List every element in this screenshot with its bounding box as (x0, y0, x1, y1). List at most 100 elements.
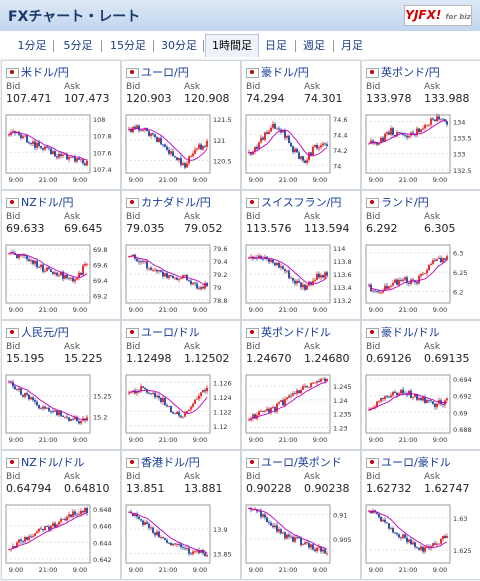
currency-card[interactable]: NZドル/ドル Bid 0.64794 Ask 0.64810 0.648 0.646 0.6… (1, 450, 121, 580)
currency-pair-link[interactable]: 英ポンド/円 (366, 64, 440, 80)
currency-card[interactable]: NZドル/円 Bid 69.633 Ask 69.645 69.8 69.6 69.4 69.2… (1, 190, 121, 320)
price-chart[interactable]: 0.91 0.905 9:00 21:00 9:00 (244, 501, 358, 577)
currency-pair-link[interactable]: ユーロ/豪ドル (366, 454, 451, 470)
price-chart[interactable]: 69.8 69.6 69.4 69.2 9:00 21:00 9:00 (4, 241, 118, 317)
currency-card[interactable]: ユーロ/ドル Bid 1.12498 Ask 1.12502 1.126 1.124 1.12… (121, 320, 241, 450)
x-tick-label: 9:00 (313, 306, 328, 314)
price-chart[interactable]: 6.3 6.25 6.2 9:00 21:00 9:00 (364, 241, 478, 317)
price-chart[interactable]: 74.6 74.4 74.2 74 9:00 21:00 9:00 (244, 111, 358, 187)
tab-daily[interactable]: 日足 (265, 39, 287, 52)
candle-body (202, 287, 204, 289)
currency-card[interactable]: ユーロ/英ポンド Bid 0.90228 Ask 0.90238 0.91 0.905 9:0… (241, 450, 361, 580)
currency-card[interactable]: ランド/円 Bid 6.292 Ask 6.305 6.3 6.25 6.2 9:00 21:00… (361, 190, 480, 320)
price-chart[interactable]: 134 133.5 133 132.5 9:00 21:00 9:00 (364, 111, 478, 187)
currency-pair-link[interactable]: 香港ドル/円 (126, 454, 200, 470)
currency-pair-link[interactable]: 人民元/円 (6, 324, 69, 340)
tab-15min[interactable]: 15分足 (110, 39, 146, 52)
price-chart[interactable]: 13.9 13.85 9:00 21:00 9:00 (124, 501, 238, 577)
currency-card[interactable]: 豪ドル/円 Bid 74.294 Ask 74.301 74.6 74.4 74.2 74 9:0… (241, 60, 361, 190)
tab-30min[interactable]: 30分足 (161, 39, 197, 52)
price-chart[interactable]: 114 113.8 113.6 113.4 113.2 9:00 21:00 9:00 (244, 241, 358, 317)
candle-body (86, 263, 88, 265)
currency-pair-link[interactable]: 豪ドル/円 (246, 64, 309, 80)
candle-body (280, 266, 282, 268)
currency-card[interactable]: 米ドル/円 Bid 107.471 Ask 107.473 108 107.8 107.6 10… (1, 60, 121, 190)
tab-1min[interactable]: 1分足 (17, 39, 47, 52)
x-tick-label: 21:00 (159, 176, 178, 184)
currency-pair-link[interactable]: カナダドル/円 (126, 194, 211, 210)
candle-body (278, 262, 280, 268)
candle-body (36, 142, 38, 148)
currency-pair-link[interactable]: NZドル/円 (6, 194, 73, 210)
candle-body (84, 163, 86, 166)
candle-body (160, 537, 162, 538)
tab-5min[interactable]: 5分足 (63, 39, 93, 52)
x-tick-label: 9:00 (73, 176, 88, 184)
candle-body (42, 147, 44, 150)
currency-card[interactable]: ユーロ/豪ドル Bid 1.62732 Ask 1.62747 1.63 1.625 9:00… (361, 450, 480, 580)
candle-body (306, 160, 308, 163)
moving-average-line (8, 512, 88, 550)
candle-body (154, 532, 156, 536)
currency-card[interactable]: 英ポンド/円 Bid 133.978 Ask 133.988 134 133.5 133 132… (361, 60, 480, 190)
currency-card[interactable]: 豪ドル/ドル Bid 0.69126 Ask 0.69135 0.694 0.692 0.69… (361, 320, 480, 450)
price-chart[interactable]: 108 107.8 107.6 107.4 9:00 21:00 9:00 (4, 111, 118, 187)
candle-body (174, 156, 176, 158)
x-tick-label: 21:00 (279, 306, 298, 314)
candle-body (310, 382, 312, 387)
candle-body (432, 118, 434, 120)
currency-card[interactable]: 英ポンド/ドル Bid 1.24670 Ask 1.24680 1.245 1.24 1.23… (241, 320, 361, 450)
candle-body (168, 542, 170, 544)
x-tick-label: 9:00 (433, 306, 448, 314)
currency-pair-link[interactable]: ユーロ/円 (126, 64, 189, 80)
currency-pair-link[interactable]: 米ドル/円 (6, 64, 69, 80)
candle-body (436, 258, 438, 261)
candle-body (314, 549, 316, 552)
tab-1hour[interactable]: 1時間足 (205, 34, 259, 57)
price-chart[interactable]: 0.648 0.646 0.644 0.642 9:00 21:00 9:00 (4, 501, 118, 577)
currency-card[interactable]: カナダドル/円 Bid 79.035 Ask 79.052 79.6 79.4 79.2 79 7… (121, 190, 241, 320)
price-chart[interactable]: 1.126 1.124 1.122 1.12 9:00 21:00 9:00 (124, 371, 238, 447)
moving-average-line (128, 389, 208, 414)
candle-body (78, 158, 80, 160)
candle-body (282, 266, 284, 270)
currency-pair-link[interactable]: スイスフラン/円 (246, 194, 341, 210)
currency-card[interactable]: ユーロ/円 Bid 120.903 Ask 120.908 121.5 121 120.5 9:… (121, 60, 241, 190)
yjfx-logo[interactable]: YJFX! for biz (404, 5, 472, 26)
price-chart[interactable]: 1.245 1.24 1.235 1.23 9:00 21:00 9:00 (244, 371, 358, 447)
currency-pair-link[interactable]: ユーロ/ドル (126, 324, 200, 340)
currency-pair-link[interactable]: ユーロ/英ポンド (246, 454, 342, 470)
candle-body (270, 522, 272, 526)
currency-pair-link[interactable]: 豪ドル/ドル (366, 324, 440, 340)
currency-pair-link[interactable]: ランド/円 (366, 194, 429, 210)
price-chart[interactable]: 1.63 1.625 9:00 21:00 9:00 (364, 501, 478, 577)
currency-pair-link[interactable]: 英ポンド/ドル (246, 324, 331, 340)
currency-pair-name: NZドル/円 (21, 196, 74, 209)
currency-pair-link[interactable]: NZドル/ドル (6, 454, 84, 470)
tab-monthly[interactable]: 月足 (341, 39, 363, 52)
currency-card[interactable]: 人民元/円 Bid 15.195 Ask 15.225 15.25 15.2 9:00 21:0… (1, 320, 121, 450)
x-tick-label: 21:00 (399, 306, 418, 314)
currency-card[interactable]: 香港ドル/円 Bid 13.851 Ask 13.881 13.9 13.85 9:00 21:… (121, 450, 241, 580)
candle-body (38, 405, 40, 409)
x-tick-label: 21:00 (39, 566, 58, 574)
page-title: FXチャート・レート (8, 9, 141, 25)
candle-body (414, 393, 416, 397)
price-chart[interactable]: 121.5 121 120.5 9:00 21:00 9:00 (124, 111, 238, 187)
price-chart[interactable]: 0.694 0.692 0.69 0.688 9:00 21:00 9:00 (364, 371, 478, 447)
tab-weekly[interactable]: 週足 (303, 39, 325, 52)
candle-body (190, 553, 192, 555)
currency-card[interactable]: スイスフラン/円 Bid 113.576 Ask 113.594 114 113.8 113.… (241, 190, 361, 320)
candle-body (138, 125, 140, 131)
candle-body (170, 151, 172, 154)
candle-body (422, 128, 424, 130)
candle-body (400, 132, 402, 134)
bid-label: Bid (366, 472, 381, 482)
candle-body (186, 410, 188, 414)
price-chart[interactable]: 15.25 15.2 9:00 21:00 9:00 (4, 371, 118, 447)
candle-body (84, 263, 86, 266)
x-tick-label: 9:00 (249, 176, 264, 184)
candle-body (326, 272, 328, 276)
candle-body (144, 261, 146, 263)
price-chart[interactable]: 79.6 79.4 79.2 79 78.8 9:00 21:00 9:00 (124, 241, 238, 317)
